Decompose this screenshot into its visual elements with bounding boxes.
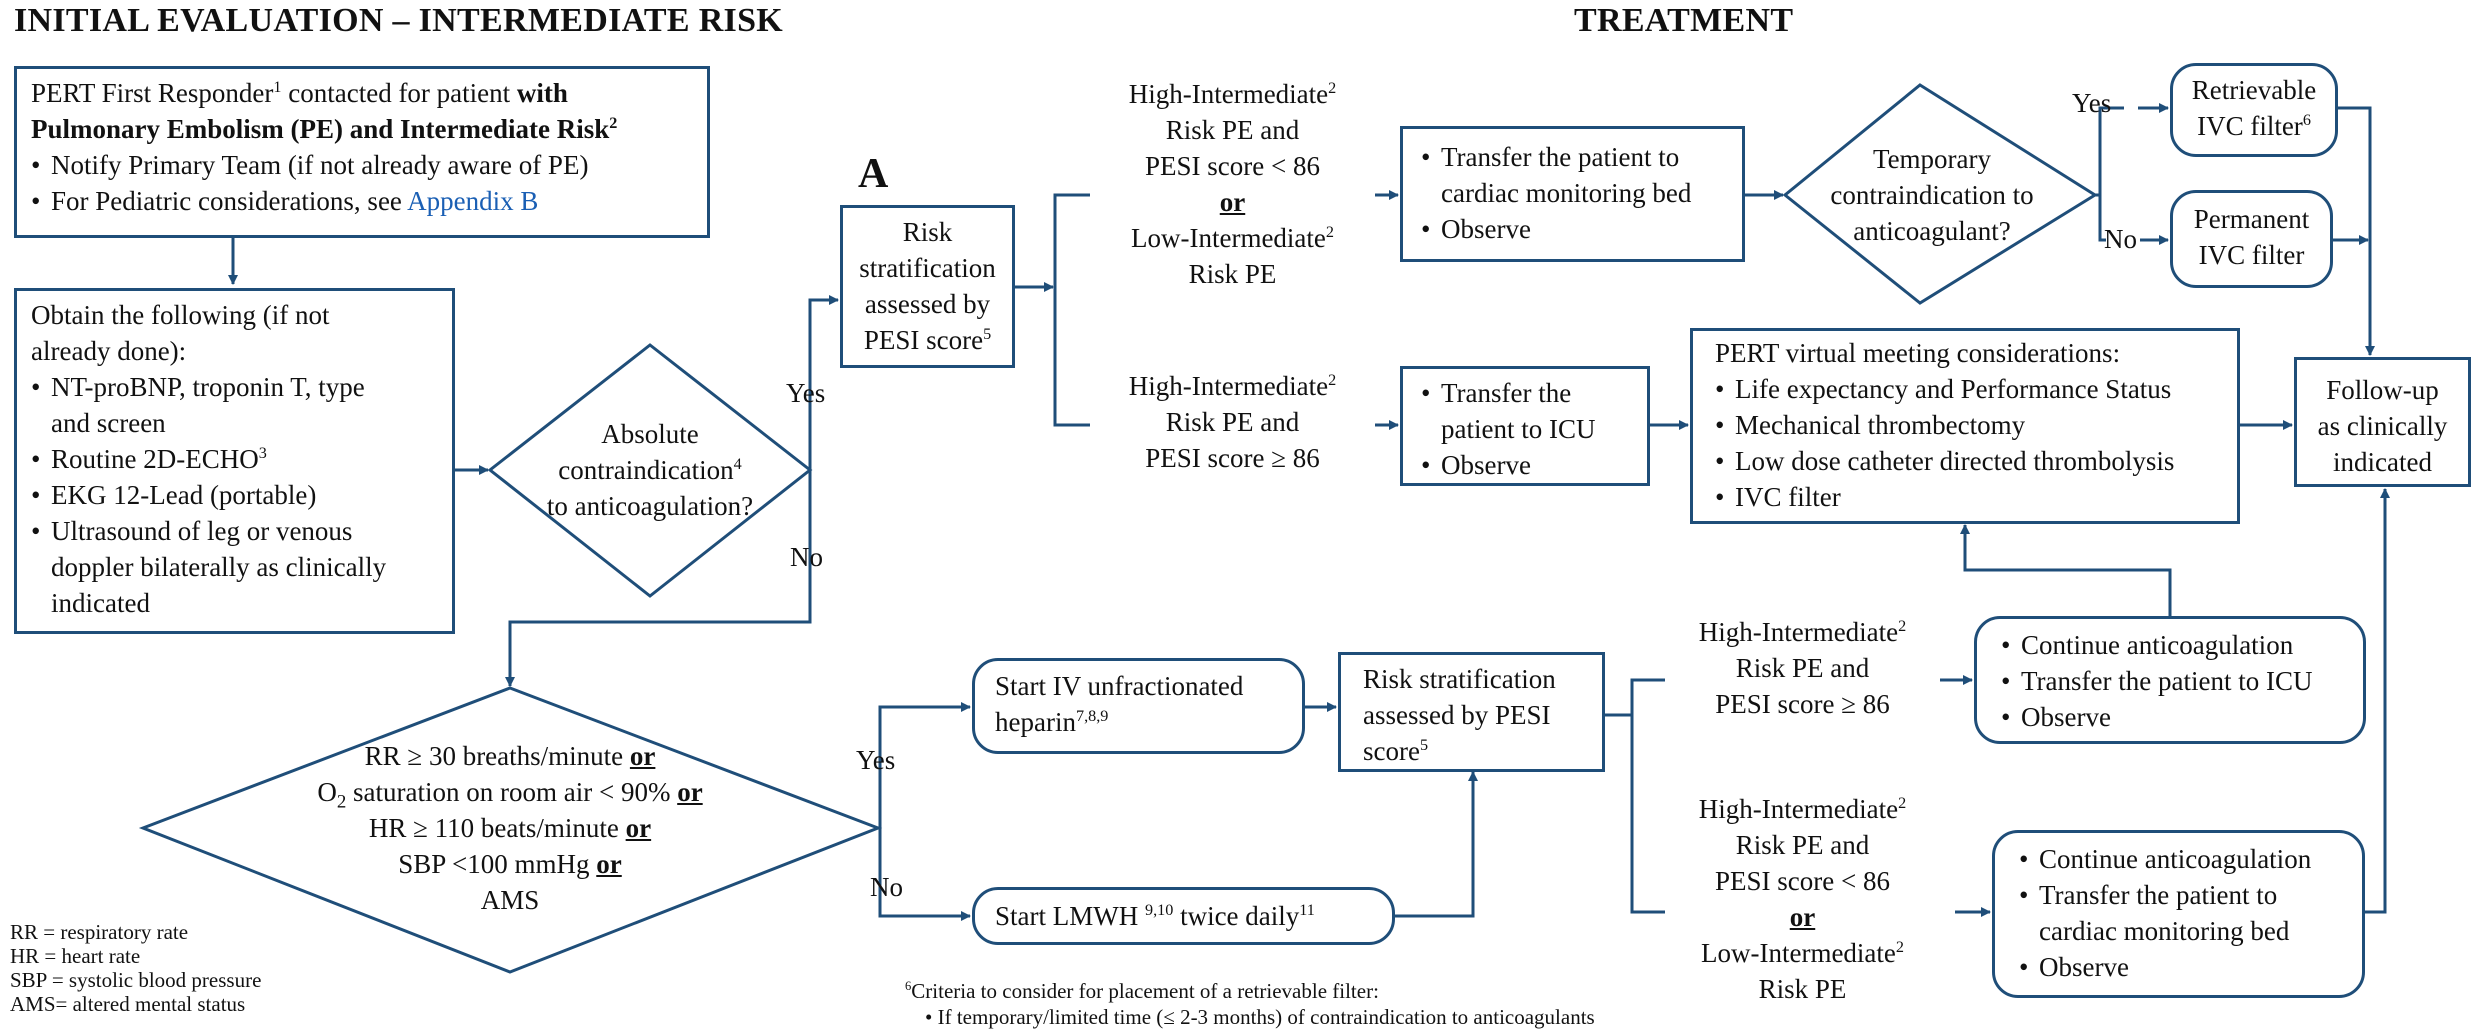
obtain-bullet-ekg: EKG 12-Lead (portable) — [31, 477, 438, 513]
vitals-diamond-text: RR ≥ 30 breaths/minute or O2 saturation … — [317, 741, 703, 915]
pert-virtual-meeting-box: PERT virtual meeting considerations: Lif… — [1690, 328, 2240, 524]
connector-temp-split — [2095, 106, 2124, 197]
start-lmwh-box: Start LMWH 9,10 twice daily11 — [972, 887, 1395, 945]
cardiac-monitoring-box: Transfer the patient to cardiac monitori… — [1400, 126, 1745, 262]
continue-cardiac-bullet-transfer: Transfer the patient to — [2019, 877, 2338, 913]
contraindication-diamond-shape — [487, 343, 813, 598]
cardiac-bullet-transfer: Transfer the patient to — [1421, 139, 1724, 175]
obtain-bullet-ultrasound: Ultrasound of leg or venous — [31, 513, 438, 549]
continue-icu-bullet-anticoag: Continue anticoagulation — [2001, 627, 2339, 663]
header-treatment: TREATMENT — [1574, 2, 1794, 39]
pert-bullet-pediatric: For Pediatric considerations, see Append… — [31, 183, 693, 219]
legend-ams: AMS= altered mental status — [10, 992, 246, 1016]
start-heparin-box: Start IV unfractionated heparin7,8,9 — [972, 658, 1305, 754]
pert-line1: PERT First Responder1 contacted for pati… — [31, 78, 568, 108]
no-label-temporary: No — [2104, 224, 2137, 254]
obtain-tests-box: Obtain the following (if not already don… — [14, 288, 455, 634]
yes-label-vitals: Yes — [856, 745, 896, 775]
pert-bullet-notify: Notify Primary Team (if not already awar… — [31, 147, 693, 183]
connector-lmwh-riskB — [1395, 771, 1478, 918]
section-label-a: A — [858, 151, 889, 197]
header-initial-evaluation: INITIAL EVALUATION – INTERMEDIATE RISK — [14, 2, 784, 39]
connector-vitals-no — [878, 828, 971, 921]
yes-label-temporary: Yes — [2072, 88, 2112, 118]
pert-line2: Pulmonary Embolism (PE) and Intermediate… — [31, 114, 618, 144]
icu-bullet-transfer: Transfer the — [1421, 375, 1629, 411]
branch-label-top: High-Intermediate2 Risk PE and PESI scor… — [1128, 79, 1337, 289]
continue-anticoagulation-cardiac-box: Continue anticoagulation Transfer the pa… — [1992, 830, 2365, 998]
continue-anticoagulation-icu-box: Continue anticoagulation Transfer the pa… — [1974, 616, 2366, 744]
vitals-diamond-shape — [138, 686, 883, 974]
obtain-line2: already done): — [31, 336, 187, 366]
bracket-top — [1053, 193, 1090, 427]
continue-cardiac-bullet-anticoag: Continue anticoagulation — [2019, 841, 2338, 877]
pert-meeting-title: PERT virtual meeting considerations: — [1715, 338, 2121, 368]
obtain-line1: Obtain the following (if not — [31, 300, 330, 330]
pert-responder-box: PERT First Responder1 contacted for pati… — [14, 66, 710, 238]
branch-label-mid: High-Intermediate2 Risk PE and PESI scor… — [1128, 371, 1337, 473]
bracket-bottom — [1630, 678, 1665, 914]
continue-icu-bullet-observe: Observe — [2001, 699, 2339, 735]
pert-meeting-bullet-life: Life expectancy and Performance Status — [1715, 371, 2215, 407]
legend-rr: RR = respiratory rate — [10, 920, 189, 944]
continue-cardiac-bullet-observe: Observe — [2019, 949, 2338, 985]
temporary-contraindication-diamond-shape — [1782, 83, 2098, 305]
icu-bullet-observe: Observe — [1421, 447, 1629, 483]
connector-yes-riskA — [808, 295, 839, 470]
risk-stratification-box-a: Risk stratification assessed by PESI sco… — [840, 205, 1015, 368]
continue-cardiac-bullet-transfer-cont: cardiac monitoring bed — [2039, 916, 2290, 946]
connector-no-permanent — [2098, 195, 2106, 242]
continue-icu-bullet-transfer: Transfer the patient to ICU — [2001, 663, 2339, 699]
footnote-retrievable-filter: 6Criteria to consider for placement of a… — [905, 979, 1595, 1029]
pert-meeting-bullet-ivc: IVC filter — [1715, 479, 2215, 515]
cardiac-bullet-transfer-cont: cardiac monitoring bed — [1441, 178, 1692, 208]
retrievable-ivc-filter-box: Retrievable IVC filter6 — [2170, 63, 2338, 157]
no-label-vitals: No — [870, 872, 903, 902]
cardiac-bullet-observe: Observe — [1421, 211, 1724, 247]
branch-label-low1: High-Intermediate2 Risk PE and PESI scor… — [1698, 617, 1907, 719]
pert-meeting-bullet-thrombolysis: Low dose catheter directed thrombolysis — [1715, 443, 2215, 479]
transfer-icu-box: Transfer the patient to ICU Observe — [1400, 366, 1650, 486]
contraindication-diamond-text: Absolute contraindication4 to anticoagul… — [546, 419, 754, 521]
connector-retrievable-followup — [2338, 106, 2375, 356]
risk-stratification-box-b: Risk stratification assessed by PESI sco… — [1338, 652, 1605, 772]
permanent-ivc-filter-box: Permanent IVC filter — [2170, 190, 2333, 288]
connector-no-vitals — [505, 470, 812, 687]
no-label-contraindication: No — [790, 542, 823, 572]
obtain-bullet-ntprobnp-cont: and screen — [51, 408, 166, 438]
branch-label-low2: High-Intermediate2 Risk PE and PESI scor… — [1698, 794, 1907, 1004]
pert-meeting-bullet-thrombectomy: Mechanical thrombectomy — [1715, 407, 2215, 443]
follow-up-box: Follow-up as clinically indicated — [2294, 357, 2471, 487]
obtain-bullet-ultrasound-cont2: indicated — [51, 588, 150, 618]
legend-hr: HR = heart rate — [10, 944, 141, 968]
obtain-bullet-ultrasound-cont1: doppler bilaterally as clinically — [51, 552, 387, 582]
legend-sbp: SBP = systolic blood pressure — [10, 968, 262, 992]
connector-continue-followup — [2365, 488, 2390, 914]
connector-continue-meeting — [1960, 524, 2172, 616]
icu-bullet-transfer-cont: patient to ICU — [1441, 414, 1596, 444]
temporary-contraindication-diamond-text: Temporary contraindication to anticoagul… — [1830, 144, 2034, 246]
yes-label-contraindication: Yes — [786, 378, 826, 408]
obtain-bullet-echo: Routine 2D-ECHO3 — [31, 441, 438, 477]
obtain-bullet-ntprobnp: NT-proBNP, troponin T, type — [31, 369, 438, 405]
abbreviation-legend: RR = respiratory rate HR = heart rate SB… — [10, 920, 261, 1016]
appendix-b-link[interactable]: Appendix B — [407, 186, 539, 216]
